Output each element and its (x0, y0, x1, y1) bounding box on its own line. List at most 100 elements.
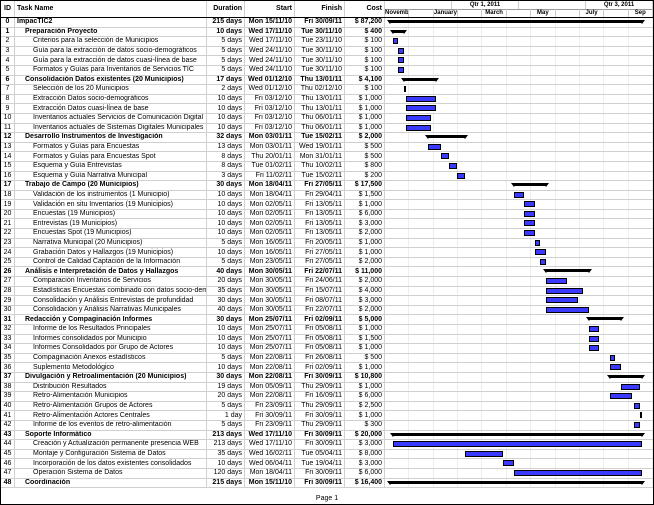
task-row[interactable]: 19Validación en situ Inventarios (19 Mun… (1, 200, 653, 210)
task-row[interactable]: 46Incorporación de los datos existentes … (1, 459, 653, 469)
summary-bar[interactable] (393, 433, 642, 436)
task-bar[interactable] (406, 115, 430, 121)
task-bar[interactable] (524, 211, 535, 217)
task-row[interactable]: 31Redacción y Compaginación Informes30 d… (1, 315, 653, 325)
task-bar[interactable] (546, 288, 584, 294)
task-bar[interactable] (640, 412, 643, 418)
task-row[interactable]: 47Operación Sistema de Datos120 daysMon … (1, 469, 653, 479)
task-row[interactable]: 6Consolidación Datos existentes (20 Muni… (1, 76, 653, 86)
task-bar[interactable] (610, 364, 621, 370)
summary-bar[interactable] (393, 30, 404, 33)
task-bar[interactable] (610, 393, 631, 399)
task-bar[interactable] (398, 57, 403, 63)
task-bar[interactable] (398, 67, 403, 73)
task-bar[interactable] (457, 173, 465, 179)
task-row[interactable]: 44Creación y Actualización permanente pr… (1, 440, 653, 450)
task-bar[interactable] (621, 384, 640, 390)
task-row[interactable]: 41Retro-Alimentación Actores Centrales1 … (1, 411, 653, 421)
task-row[interactable]: 48Coordinación215 daysMon 15/11/10Fri 30… (1, 479, 653, 489)
task-row[interactable]: 12Desarrollo Instrumentos de Investigaci… (1, 133, 653, 143)
task-row[interactable]: 39Retro-Alimentación Municipios20 daysMo… (1, 392, 653, 402)
task-row[interactable]: 15Esquema y Guía Entrevistas8 daysTue 01… (1, 162, 653, 172)
task-row[interactable]: 23Narrativa Municipal (20 Municipios)5 d… (1, 239, 653, 249)
task-row[interactable]: 14Formatos y Guías para Encuestas Spot8 … (1, 152, 653, 162)
task-row[interactable]: 22Encuestas Spot (19 Municipios)10 daysM… (1, 229, 653, 239)
summary-bar[interactable] (589, 317, 621, 320)
task-row[interactable]: 17Trabajo de Campo (20 Municipios)30 day… (1, 181, 653, 191)
task-bar[interactable] (589, 345, 600, 351)
task-row[interactable]: 7Selección de los 20 Municipios2 daysWed… (1, 85, 653, 95)
task-bar[interactable] (546, 307, 589, 313)
task-bar[interactable] (524, 201, 535, 207)
task-row[interactable]: 30Consolidación y Análisis Narrativas Mu… (1, 306, 653, 316)
task-bar[interactable] (634, 403, 639, 409)
task-row[interactable]: 25Control de Calidad Captación de la Inf… (1, 258, 653, 268)
task-row[interactable]: 16Esquema y Guía Narrativa Municipal3 da… (1, 172, 653, 182)
task-row[interactable]: 45Montaje y Configuración Sistema de Dat… (1, 450, 653, 460)
task-row[interactable]: 36Suplemento Metodológico10 daysMon 22/0… (1, 363, 653, 373)
task-row[interactable]: 5Formatos y Guías para Inventarios de Se… (1, 66, 653, 76)
task-bar[interactable] (465, 451, 503, 457)
task-bar[interactable] (441, 153, 449, 159)
task-row[interactable]: 29Consolidación y Análisis Entrevistas d… (1, 296, 653, 306)
task-bar[interactable] (589, 326, 600, 332)
task-row[interactable]: 18Validación de los instrumentos (1 Muni… (1, 191, 653, 201)
task-row[interactable]: 3Guía para la extracción de datos socio-… (1, 47, 653, 57)
summary-bar[interactable] (514, 183, 546, 186)
task-row[interactable]: 38Distribución Resultados19 daysMon 05/0… (1, 383, 653, 393)
task-row[interactable]: 28Estadísticas Encuestas combinado con d… (1, 287, 653, 297)
task-bar[interactable] (406, 105, 435, 111)
task-bar[interactable] (589, 336, 600, 342)
task-bar[interactable] (393, 38, 398, 44)
task-bar[interactable] (535, 249, 546, 255)
task-row[interactable]: 8Extracción Datos socio-demográficos10 d… (1, 95, 653, 105)
summary-bar[interactable] (546, 269, 589, 272)
task-row[interactable]: 34Informes Consolidados por Grupo de Act… (1, 344, 653, 354)
task-row[interactable]: 4Guía para la extracción de datos cuasi-… (1, 56, 653, 66)
summary-bar[interactable] (404, 78, 436, 81)
task-row[interactable]: 43Soporte Informático213 daysWed 17/11/1… (1, 431, 653, 441)
summary-bar[interactable] (390, 481, 642, 484)
task-bar[interactable] (634, 422, 639, 428)
task-bar[interactable] (535, 240, 540, 246)
task-bar[interactable] (546, 297, 578, 303)
task-row[interactable]: 13Formatos y Guías para Encuestas13 days… (1, 143, 653, 153)
task-bar[interactable] (428, 144, 441, 150)
task-row[interactable]: 37Divulgación y Retroalimentación (20 Mu… (1, 373, 653, 383)
task-row[interactable]: 32Informe de los Resultados Principales1… (1, 325, 653, 335)
task-bar[interactable] (393, 441, 642, 447)
task-bar[interactable] (449, 163, 457, 169)
task-bar[interactable] (524, 230, 535, 236)
task-row[interactable]: 40Retro-Alimentación Grupos de Actores5 … (1, 402, 653, 412)
task-bar[interactable] (406, 96, 435, 102)
task-bar[interactable] (503, 460, 514, 466)
task-bar[interactable] (546, 278, 567, 284)
task-row[interactable]: 42Informe de los eventos de retro-alimen… (1, 421, 653, 431)
task-bar[interactable] (540, 259, 545, 265)
summary-bar[interactable] (610, 375, 642, 378)
task-row[interactable]: 33Informes consolidados por Municipio10 … (1, 335, 653, 345)
task-row[interactable]: 11Inventarios actuales de Sistemas Digit… (1, 124, 653, 134)
summary-bar[interactable] (390, 20, 642, 23)
task-row[interactable]: 1Preparación Proyecto10 daysWed 17/11/10… (1, 28, 653, 38)
task-row[interactable]: 26Análisis e Interpretación de Datos y H… (1, 267, 653, 277)
hdr-cost: Cost (345, 1, 385, 17)
task-bar[interactable] (398, 48, 403, 54)
task-row[interactable]: 24Grabación Datos y Hallazgos (19 Munici… (1, 248, 653, 258)
task-row[interactable]: 20Encuestas (19 Municipios)10 daysMon 02… (1, 210, 653, 220)
task-row[interactable]: 35Compaginación Anexos estadísticos5 day… (1, 354, 653, 364)
task-row[interactable]: 9Extracción Datos cuasi-línea de base10 … (1, 104, 653, 114)
task-row[interactable]: 2Criterios para la selección de Municipi… (1, 37, 653, 47)
task-bar[interactable] (514, 192, 525, 198)
task-bar[interactable] (524, 220, 535, 226)
task-bar[interactable] (404, 86, 407, 92)
task-row[interactable]: 27Comparación Inventarios de Servicios20… (1, 277, 653, 287)
task-row[interactable]: 21Entrevistas (19 Municipios)10 daysMon … (1, 219, 653, 229)
task-row[interactable]: 10Inventarios actuales Servicios de Comu… (1, 114, 653, 124)
task-bar[interactable] (514, 470, 643, 476)
footer: Page 1 (1, 495, 653, 502)
task-bar[interactable] (610, 355, 615, 361)
task-bar[interactable] (406, 125, 430, 131)
task-row[interactable]: 0ImpacTIC2215 daysMon 15/11/10Fri 30/09/… (1, 18, 653, 28)
summary-bar[interactable] (428, 135, 466, 138)
